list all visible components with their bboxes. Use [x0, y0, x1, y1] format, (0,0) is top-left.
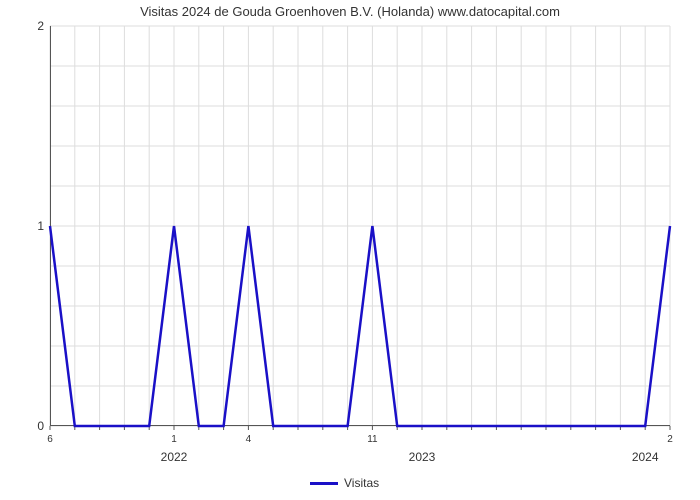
line-chart: Visitas 2024 de Gouda Groenhoven B.V. (H… [0, 0, 700, 500]
x-category-label: 2022 [161, 450, 188, 464]
x-minor-label: 1 [171, 434, 177, 445]
x-minor-label: 2 [667, 434, 673, 445]
y-tick-label: 0 [37, 419, 50, 433]
y-tick-label: 2 [37, 19, 50, 33]
x-minor-label: 6 [47, 434, 53, 445]
y-tick-label: 1 [37, 219, 50, 233]
plot-area [50, 26, 670, 426]
plot-svg [50, 26, 670, 426]
x-minor-label: 4 [246, 434, 252, 445]
x-category-label: 2023 [409, 450, 436, 464]
x-category-label: 2024 [632, 450, 659, 464]
legend-swatch [310, 482, 338, 485]
legend: Visitas [310, 476, 379, 490]
legend-label: Visitas [344, 476, 379, 490]
chart-title: Visitas 2024 de Gouda Groenhoven B.V. (H… [0, 4, 700, 19]
x-minor-label: 11 [367, 434, 377, 445]
